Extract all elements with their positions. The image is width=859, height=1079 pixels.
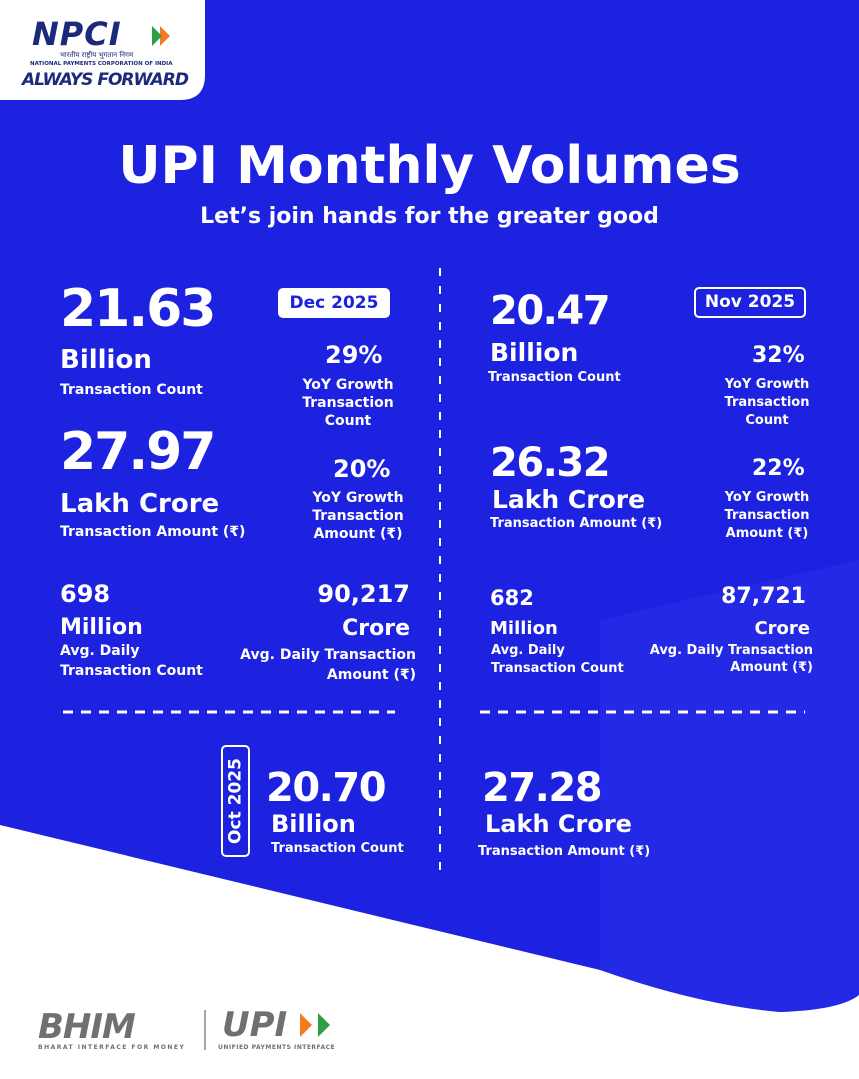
count-growth-label: YoY Growth Transaction Count xyxy=(724,377,810,428)
daily-count: 698 xyxy=(60,580,111,608)
amount-value: 27.97 xyxy=(60,422,216,482)
count-value: 21.63 xyxy=(60,279,216,339)
amount-label: Transaction Amount (₹) xyxy=(478,844,651,859)
amount-unit: Lakh Crore xyxy=(60,489,220,519)
count-unit: Billion xyxy=(490,338,579,367)
upi-logo: UPI xyxy=(222,1005,288,1045)
count-label: Transaction Count xyxy=(271,841,404,856)
count-value: 20.47 xyxy=(490,288,611,334)
bhim-sub: BHARAT INTERFACE FOR MONEY xyxy=(38,1044,186,1051)
daily-amount-label: Avg. Daily Transaction Amount (₹) xyxy=(240,647,416,683)
bhim-logo: BHIM xyxy=(38,1007,136,1047)
daily-amount-unit: Crore xyxy=(342,616,410,641)
amount-unit: Lakh Crore xyxy=(485,810,632,838)
daily-count: 682 xyxy=(490,586,534,610)
daily-amount: 90,217 xyxy=(317,580,410,608)
amount-label: Transaction Amount (₹) xyxy=(490,516,663,531)
daily-count-label: Avg. Daily Transaction Count xyxy=(60,643,203,679)
subtitle: Let’s join hands for the greater good xyxy=(200,204,659,229)
amount-unit: Lakh Crore xyxy=(492,485,646,514)
amount-growth-label: YoY Growth Transaction Amount (₹) xyxy=(724,490,810,541)
upi-sub: UNIFIED PAYMENTS INTERFACE xyxy=(218,1044,336,1051)
daily-amount-unit: Crore xyxy=(754,618,810,639)
count-label: Transaction Count xyxy=(488,370,621,385)
daily-amount: 87,721 xyxy=(721,584,806,609)
amount-value: 26.32 xyxy=(490,440,611,486)
count-value: 20.70 xyxy=(266,765,387,811)
count-growth: 32% xyxy=(752,343,805,368)
daily-count-unit: Million xyxy=(490,618,558,639)
title: UPI Monthly Volumes xyxy=(118,136,741,196)
logo-org: NATIONAL PAYMENTS CORPORATION OF INDIA xyxy=(30,61,173,67)
count-unit: Billion xyxy=(60,345,152,375)
logo: NPCI xyxy=(32,15,122,53)
month-badge-frame: Oct 2025 xyxy=(221,745,250,857)
amount-label: Transaction Amount (₹) xyxy=(60,524,246,540)
daily-count-label: Avg. Daily Transaction Count xyxy=(491,643,624,676)
amount-growth-label: YoY Growth Transaction Amount (₹) xyxy=(312,490,404,542)
amount-growth: 22% xyxy=(752,456,805,481)
logo-hindi: भारतीय राष्ट्रीय भुगतान निगम xyxy=(60,51,134,59)
count-growth: 29% xyxy=(325,341,383,369)
amount-growth: 20% xyxy=(333,455,391,483)
count-label: Transaction Count xyxy=(60,382,203,398)
daily-count-unit: Million xyxy=(60,615,143,640)
amount-value: 27.28 xyxy=(482,765,603,811)
daily-amount-label: Avg. Daily Transaction Amount (₹) xyxy=(649,643,813,675)
month-badge: Dec 2025 xyxy=(278,288,390,318)
month-badge: Oct 2025 xyxy=(225,758,245,844)
count-growth-label: YoY Growth Transaction Count xyxy=(302,377,394,429)
month-badge: Nov 2025 xyxy=(694,287,806,318)
tagline: ALWAYS FORWARD xyxy=(22,70,189,90)
count-unit: Billion xyxy=(271,810,356,838)
